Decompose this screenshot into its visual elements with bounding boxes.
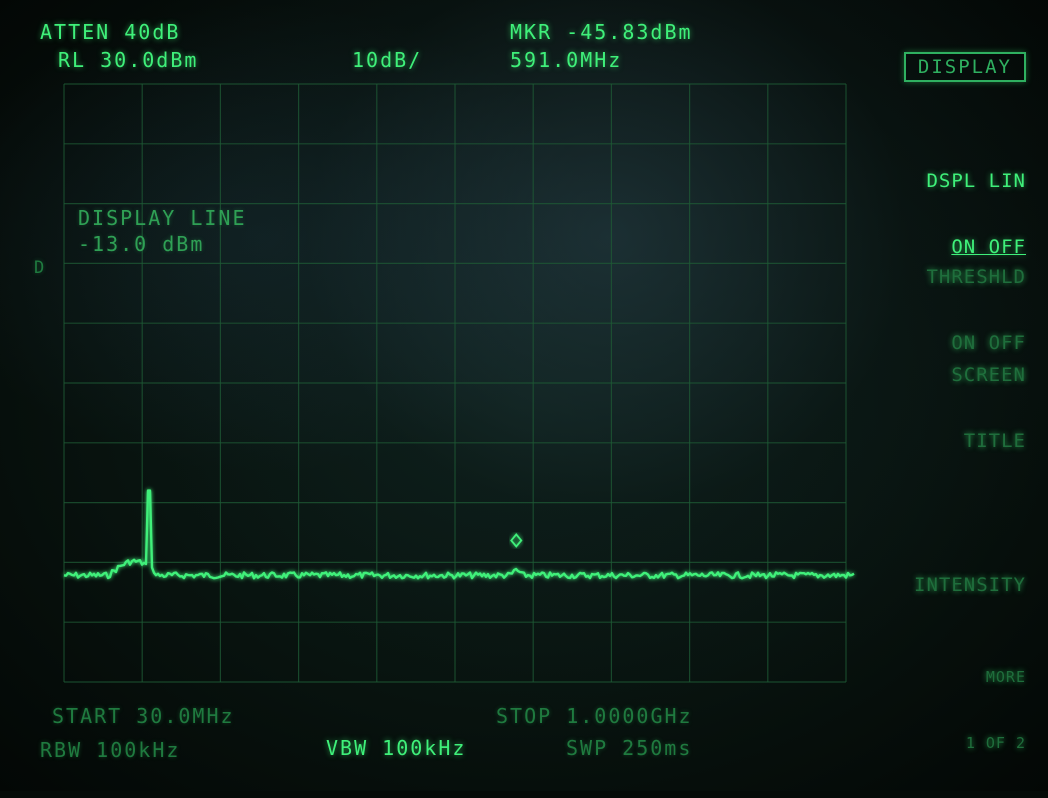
- softkey-label: SCREEN: [951, 364, 1026, 386]
- softkey-screen-title[interactable]: SCREEN TITLE: [951, 320, 1026, 496]
- softkey-label: DSPL LIN: [926, 170, 1026, 192]
- softkey-more[interactable]: MORE 1 OF 2: [966, 622, 1026, 798]
- vbw-readout: VBW 100kHz: [326, 736, 467, 760]
- spectrum-trace: [63, 489, 855, 580]
- stop-freq-readout: STOP 1.0000GHz: [496, 704, 693, 728]
- softkey-state: ON OFF: [951, 236, 1026, 258]
- marker-freq-readout: 591.0MHz: [510, 48, 623, 72]
- softkey-state: ON OFF: [951, 332, 1026, 354]
- display-line-marker: D: [34, 258, 47, 278]
- start-freq-readout: START 30.0MHz: [52, 704, 235, 728]
- display-line-label: DISPLAY LINE: [78, 206, 247, 230]
- rbw-readout: RBW 100kHz: [40, 738, 181, 762]
- softkey-display-line[interactable]: DSPL LIN ON OFF: [926, 126, 1026, 302]
- softkey-label: THRESHLD: [926, 266, 1026, 288]
- marker-level-readout: MKR -45.83dBm: [510, 20, 693, 44]
- softkey-label: MORE: [985, 668, 1026, 686]
- atten-readout: ATTEN 40dB: [40, 20, 181, 44]
- softkey-state: 1 OF 2: [965, 734, 1026, 752]
- sweep-readout: SWP 250ms: [566, 736, 693, 760]
- softkey-label: INTENSITY: [914, 574, 1026, 596]
- ref-level-readout: RL 30.0dBm: [58, 48, 199, 72]
- softkey-state: TITLE: [963, 430, 1026, 452]
- display-line-value: -13.0 dBm: [78, 232, 205, 256]
- softkey-threshold[interactable]: THRESHLD ON OFF: [926, 222, 1026, 398]
- scale-readout: 10dB/: [352, 48, 423, 72]
- menu-title: DISPLAY: [903, 52, 1026, 82]
- softkey-intensity[interactable]: INTENSITY: [914, 530, 1026, 640]
- marker-diamond: [510, 533, 523, 548]
